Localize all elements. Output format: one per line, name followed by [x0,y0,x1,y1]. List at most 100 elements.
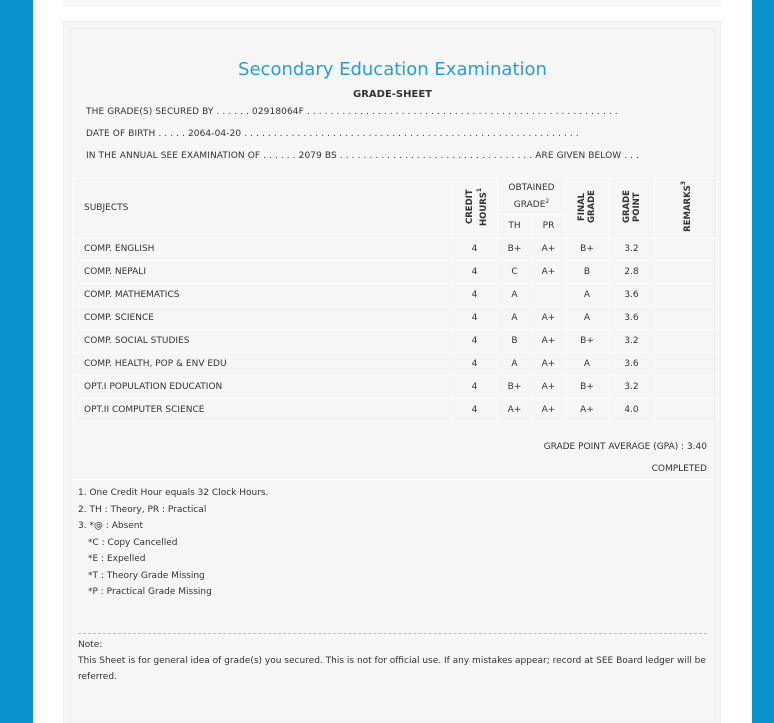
cell-pr: A+ [531,398,566,422]
cell-final: A [565,283,609,307]
grade-sheet-panel: Secondary Education Examination GRADE-SH… [63,21,721,723]
header-subjects: SUBJECTS [72,178,452,238]
table-row: OPT.II COMPUTER SCIENCE 4 A+ A+ A+ 4.0 [72,398,717,422]
cell-pr: A+ [531,306,566,330]
footnote: 1. One Credit Hour equals 32 Clock Hours… [78,488,269,498]
cell-th: B+ [497,237,532,261]
cell-final: B [565,260,609,284]
cell-remarks [654,329,717,353]
cell-th: A [497,283,532,307]
cell-th: B+ [497,375,532,399]
cell-remarks [654,237,717,261]
cell-subject: COMP. SCIENCE [72,306,452,330]
cell-credit: 4 [451,306,498,330]
secured-by-line: THE GRADE(S) SECURED BY . . . . . . 0291… [86,107,618,117]
dob-line: DATE OF BIRTH . . . . . 2064-04-20 . . .… [86,129,579,139]
cell-credit: 4 [451,352,498,376]
cell-final: A+ [565,398,609,422]
top-panel [63,0,721,7]
cell-subject: COMP. SOCIAL STUDIES [72,329,452,353]
result-status: COMPLETED [651,464,707,474]
sup: 2 [545,197,550,205]
cell-remarks [654,352,717,376]
footnote: *E : Expelled [88,554,146,564]
grade-sheet: Secondary Education Examination GRADE-SH… [70,28,717,722]
cell-th: A [497,306,532,330]
cell-pr: A+ [531,260,566,284]
cell-point: 3.6 [608,306,655,330]
footnote: 3. *@ : Absent [78,521,144,531]
note-label: Note: [78,640,103,650]
footnote: *T : Theory Grade Missing [88,570,205,581]
cell-credit: 4 [451,283,498,307]
cell-credit: 4 [451,375,498,399]
header-remarks-label: REMARKS [682,185,693,232]
cell-pr: A+ [531,352,566,376]
cell-remarks [654,375,717,399]
header-th: TH [497,214,532,238]
cell-pr: A+ [531,237,566,261]
header-final-label: FINAL GRADE [577,190,597,223]
footnote: *P : Practical Grade Missing [88,587,212,597]
cell-subject: COMP. MATHEMATICS [72,283,452,307]
header-obtained-label: OBTAINED GRADE [508,182,555,210]
grades-table: SUBJECTS CREDIT HOURS1 OBTAINED GRADE2 F… [72,178,717,422]
cell-point: 3.2 [608,237,655,261]
cell-subject: COMP. ENGLISH [72,237,452,261]
cell-remarks [654,398,717,422]
header-grade-point: GRADE POINT [608,178,655,238]
table-row: COMP. NEPALI 4 C A+ B 2.8 [72,260,717,284]
cell-pr: A+ [531,329,566,353]
cell-th: A+ [497,398,532,422]
exam-line: IN THE ANNUAL SEE EXAMINATION OF . . . .… [86,151,640,161]
divider [72,479,713,480]
cell-point: 3.2 [608,329,655,353]
cell-credit: 4 [451,237,498,261]
note-text: This Sheet is for general idea of grade(… [78,656,706,682]
cell-final: A [565,306,609,330]
table-row: COMP. SOCIAL STUDIES 4 B A+ B+ 3.2 [72,329,717,353]
cell-subject: OPT.II COMPUTER SCIENCE [72,398,452,422]
cell-credit: 4 [451,329,498,353]
gpa: GRADE POINT AVERAGE (GPA) : 3.40 [543,442,707,452]
cell-point: 3.6 [608,352,655,376]
cell-point: 4.0 [608,398,655,422]
cell-point: 3.6 [608,283,655,307]
cell-pr: A+ [531,375,566,399]
sup: 1 [475,187,483,192]
cell-subject: COMP. NEPALI [72,260,452,284]
sup: 3 [679,181,687,186]
cell-credit: 4 [451,260,498,284]
cell-final: B+ [565,375,609,399]
cell-credit: 4 [451,398,498,422]
header-point-label: GRADE POINT [621,190,642,223]
header-credit-label: CREDIT HOURS [464,189,489,226]
cell-final: B+ [565,237,609,261]
cell-remarks [654,283,717,307]
cell-subject: COMP. HEALTH, POP & ENV EDU [72,352,452,376]
header-credit-hours: CREDIT HOURS1 [451,178,498,238]
header-remarks: REMARKS3 [654,178,717,238]
cell-remarks [654,260,717,284]
cell-pr [531,283,566,307]
cell-remarks [654,306,717,330]
table-row: COMP. MATHEMATICS 4 A A 3.6 [72,283,717,307]
header-final-grade: FINAL GRADE [565,178,609,238]
grade-sheet-heading: GRADE-SHEET [353,89,432,100]
cell-th: A [497,352,532,376]
header-pr: PR [531,214,566,238]
note: Note: This Sheet is for general idea of … [78,633,707,685]
cell-th: B [497,329,532,353]
exam-title: Secondary Education Examination [238,59,547,80]
cell-final: A [565,352,609,376]
footnote: *C : Copy Cancelled [88,537,178,548]
header-obtained-grade: OBTAINED GRADE2 [497,178,566,215]
cell-subject: OPT.I POPULATION EDUCATION [72,375,452,399]
table-row: COMP. HEALTH, POP & ENV EDU 4 A A+ A 3.6 [72,352,717,376]
table-row: OPT.I POPULATION EDUCATION 4 B+ A+ B+ 3.2 [72,375,717,399]
cell-final: B+ [565,329,609,353]
table-row: COMP. ENGLISH 4 B+ A+ B+ 3.2 [72,237,717,261]
page: Secondary Education Examination GRADE-SH… [33,0,752,723]
cell-point: 2.8 [608,260,655,284]
table-row: COMP. SCIENCE 4 A A+ A 3.6 [72,306,717,330]
